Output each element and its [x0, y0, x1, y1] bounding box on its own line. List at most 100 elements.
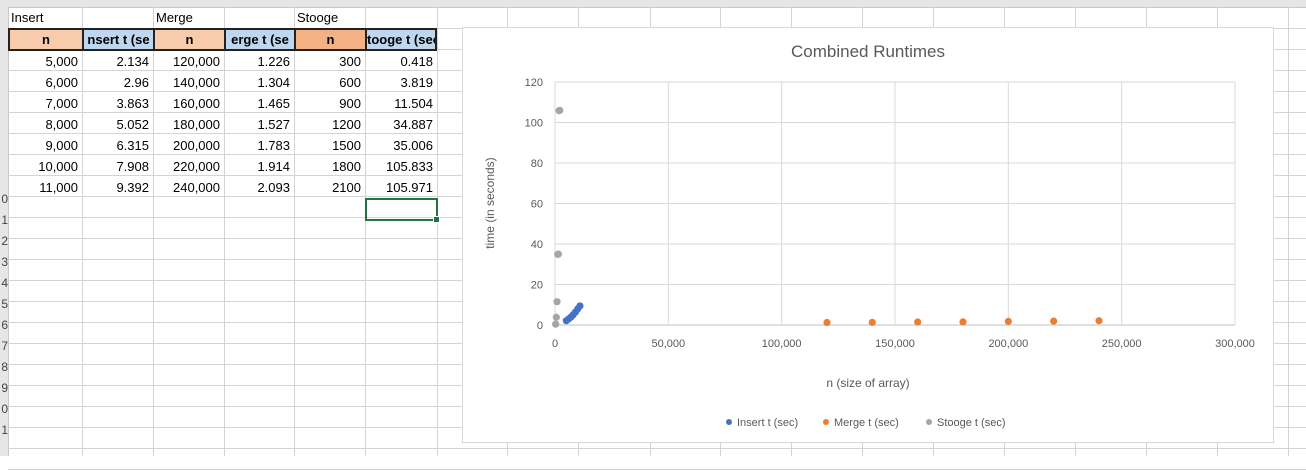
data-point-1-1[interactable]	[868, 318, 876, 326]
data-cell[interactable]: 1500	[332, 138, 361, 153]
data-cell[interactable]: 9.392	[116, 180, 149, 195]
row-number[interactable]: 7	[1, 339, 8, 353]
data-point-2-6[interactable]	[556, 106, 564, 115]
data-cell[interactable]: 180,000	[173, 117, 220, 132]
data-cell[interactable]: 220,000	[173, 159, 220, 174]
data-point-0-6[interactable]	[576, 302, 584, 310]
data-cell[interactable]: 160,000	[173, 96, 220, 111]
data-point-1-5[interactable]	[1050, 317, 1058, 325]
data-point-1-3[interactable]	[959, 318, 967, 326]
group-label-cell[interactable]: Insert	[11, 10, 44, 25]
gridline-vertical	[365, 7, 366, 456]
data-cell[interactable]: 2.093	[257, 180, 290, 195]
data-cell[interactable]: 35.006	[393, 138, 433, 153]
data-cell[interactable]: 0.418	[400, 54, 433, 69]
data-cell[interactable]: 1.226	[257, 54, 290, 69]
data-cell[interactable]: 1.914	[257, 159, 290, 174]
data-cell[interactable]: 7.908	[116, 159, 149, 174]
row-number[interactable]: 9	[1, 381, 8, 395]
data-cell[interactable]: 6.315	[116, 138, 149, 153]
data-cell[interactable]: 5.052	[116, 117, 149, 132]
data-point-2-4[interactable]	[554, 250, 562, 258]
header-cell[interactable]: nsert t (se	[82, 28, 153, 51]
x-axis-title[interactable]: n (size of array)	[826, 376, 909, 390]
row-number[interactable]: 0	[1, 192, 8, 206]
header-cell[interactable]: n	[294, 28, 365, 51]
legend-marker	[926, 419, 932, 425]
data-cell[interactable]: 3.819	[400, 75, 433, 90]
row-number[interactable]: 3	[1, 255, 8, 269]
data-cell[interactable]: 120,000	[173, 54, 220, 69]
selected-cell[interactable]	[365, 198, 440, 223]
row-number[interactable]: 4	[1, 276, 8, 290]
data-cell[interactable]: 1800	[332, 159, 361, 174]
data-cell[interactable]: 240,000	[173, 180, 220, 195]
legend-marker	[823, 419, 829, 425]
row-number[interactable]: 5	[1, 297, 8, 311]
column-header-strip[interactable]	[0, 0, 1306, 8]
data-point-2-2[interactable]	[553, 298, 561, 306]
row-number[interactable]: 2	[1, 234, 8, 248]
data-cell[interactable]: 5,000	[45, 54, 78, 69]
row-number[interactable]: 8	[1, 360, 8, 374]
header-cell[interactable]: n	[153, 28, 224, 51]
group-label-cell[interactable]: Stooge	[297, 10, 339, 25]
data-point-1-2[interactable]	[914, 318, 922, 326]
x-tick-label: 300,000	[1215, 338, 1255, 350]
data-cell[interactable]: 7,000	[45, 96, 78, 111]
data-point-2-0[interactable]	[552, 320, 560, 328]
header-cell[interactable]: erge t (se	[224, 28, 294, 51]
data-cell[interactable]: 140,000	[173, 75, 220, 90]
data-cell[interactable]: 11,000	[39, 180, 78, 195]
gridline-vertical	[153, 7, 154, 456]
header-cell[interactable]: tooge t (sec)	[365, 28, 437, 51]
data-cell[interactable]: 10,000	[38, 159, 78, 174]
legend-entry[interactable]: Merge t (sec)	[834, 417, 899, 429]
data-cell[interactable]: 9,000	[45, 138, 78, 153]
data-point-1-4[interactable]	[1004, 317, 1012, 325]
data-cell[interactable]: 1.465	[257, 96, 290, 111]
data-cell[interactable]: 1.783	[257, 138, 290, 153]
gridline-vertical	[294, 7, 295, 456]
x-tick-label: 200,000	[988, 338, 1028, 350]
fill-handle[interactable]	[433, 216, 440, 223]
data-cell[interactable]: 2.96	[123, 75, 149, 90]
x-tick-label: 150,000	[875, 338, 915, 350]
y-axis-title[interactable]: time (in seconds)	[483, 157, 497, 248]
data-cell[interactable]: 1200	[332, 117, 361, 132]
row-number-column[interactable]	[0, 7, 9, 456]
data-cell[interactable]: 2100	[332, 180, 361, 195]
row-number[interactable]: 0	[1, 402, 8, 416]
row-number[interactable]: 1	[1, 213, 8, 227]
data-cell[interactable]: 6,000	[45, 75, 78, 90]
data-cell[interactable]: 8,000	[45, 117, 78, 132]
x-tick-label: 50,000	[652, 338, 686, 350]
data-cell[interactable]: 300	[339, 54, 361, 69]
legend-entry[interactable]: Insert t (sec)	[737, 417, 798, 429]
legend-entry[interactable]: Stooge t (sec)	[937, 417, 1005, 429]
y-tick-label: 0	[537, 320, 543, 332]
chart-title[interactable]: Combined Runtimes	[791, 42, 945, 61]
data-cell[interactable]: 900	[339, 96, 361, 111]
legend-marker	[726, 419, 732, 425]
data-cell[interactable]: 11.504	[394, 96, 433, 111]
data-cell[interactable]: 1.527	[257, 117, 290, 132]
data-point-1-6[interactable]	[1095, 317, 1103, 325]
row-number[interactable]: 1	[1, 423, 8, 437]
y-tick-label: 40	[531, 239, 543, 251]
chart-area[interactable]: Combined Runtimes 0 20 40 60 80 100 120 0 50,000 1…	[462, 27, 1274, 443]
group-label-cell[interactable]: Merge	[156, 10, 193, 25]
data-cell[interactable]: 1.304	[257, 75, 290, 90]
data-cell[interactable]: 34.887	[393, 117, 433, 132]
data-point-2-1[interactable]	[552, 313, 560, 321]
data-cell[interactable]: 3.863	[116, 96, 149, 111]
header-cell[interactable]: n	[8, 28, 82, 51]
data-cell[interactable]: 600	[339, 75, 361, 90]
row-number[interactable]: 6	[1, 318, 8, 332]
data-point-1-0[interactable]	[823, 318, 831, 327]
data-cell[interactable]: 105.833	[386, 159, 433, 174]
y-tick-label: 120	[525, 77, 543, 89]
data-cell[interactable]: 105.971	[386, 180, 433, 195]
data-cell[interactable]: 200,000	[173, 138, 220, 153]
data-cell[interactable]: 2.134	[116, 54, 149, 69]
